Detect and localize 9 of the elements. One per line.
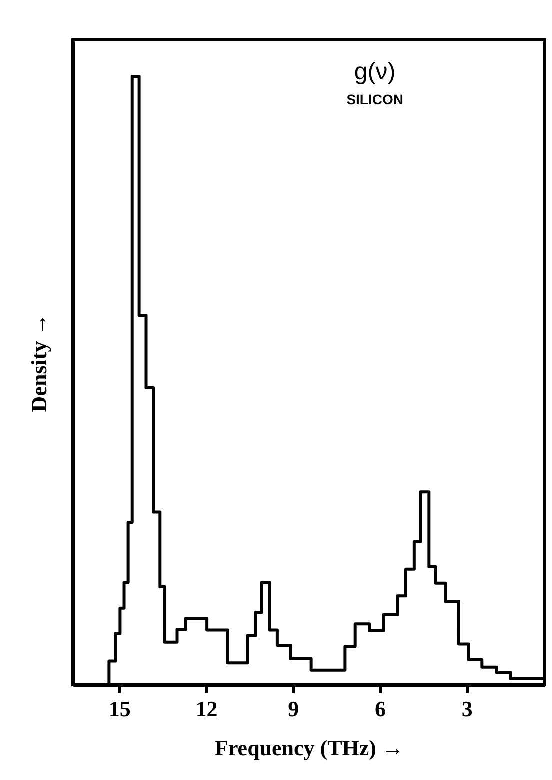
x-tick-label: 9 [288,696,300,722]
x-tick-label: 15 [108,696,131,722]
x-axis-title: Frequency (THz) → [214,736,404,760]
annotation: SILICON [346,92,404,108]
annotation: g(ν) [354,58,396,86]
x-tick-label: 3 [462,696,473,722]
y-axis-title: Density → [26,314,52,412]
x-tick-label: 12 [196,696,218,722]
x-tick-label: 6 [374,696,386,722]
